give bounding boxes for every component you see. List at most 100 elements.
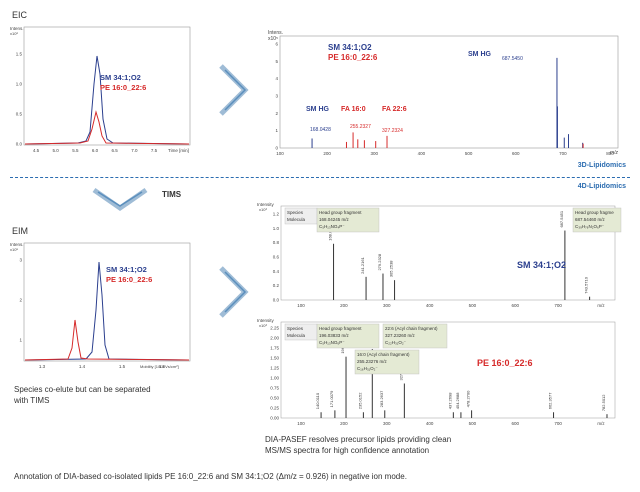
pe-y-tick: 0.75 (270, 386, 279, 391)
pe-y-tick: 1.50 (270, 356, 279, 361)
eim-x-tick: 1.3 (39, 364, 46, 369)
eim-x-tick: 1.6 (159, 364, 166, 369)
svg-text:Head group fragment: Head group fragment (319, 210, 362, 215)
svg-text:x10³: x10³ (259, 323, 267, 328)
sm-peak-label: 279.2328 (377, 253, 382, 270)
eic-legend-pe: PE 16:0_22:6 (100, 83, 146, 92)
chevron-down-icon (92, 187, 148, 212)
sm-peak-label: 743.5710 (584, 276, 589, 293)
ann-fa226: FA 22:6 (382, 106, 407, 113)
eim-trace-pe (24, 319, 190, 361)
pe-x-tick: 100 (297, 421, 305, 426)
svg-text:Intens.: Intens. (10, 242, 24, 247)
eic-x-tick: 7.5 (151, 148, 158, 153)
eim-section-label: EIM (12, 226, 29, 236)
sm-y-tick: 0.8 (273, 240, 280, 245)
svg-text:x10³: x10³ (259, 207, 267, 212)
svg-text:Molecula: Molecula (287, 333, 306, 338)
ann-sm-hg-right: SM HG (468, 51, 492, 58)
eic-x-tick: 6.5 (112, 148, 119, 153)
eim-legend-pe: PE 16:0_22:6 (106, 275, 152, 284)
pe-y-tick: 2.00 (270, 336, 279, 341)
svg-text:x10⁵: x10⁵ (10, 247, 18, 252)
svg-text:Head group fragme: Head group fragme (575, 210, 614, 215)
eic-section-label: EIC (12, 10, 28, 20)
ann-mz-168: 168.0428 (310, 127, 331, 133)
msms-pe-label: PE 16:0_22:6 (477, 358, 533, 368)
ms-legend-sm: SM 34:1;O2 (328, 43, 372, 52)
eic-y-tick: 0.5 (16, 112, 23, 117)
svg-text:C₂₂H₃₁O₂⁻: C₂₂H₃₁O₂⁻ (385, 340, 407, 345)
sm-y-tick: 0.0 (273, 298, 280, 303)
ann-sm-hg-left: SM HG (306, 106, 330, 113)
ms-legend-pe: PE 16:0_22:6 (328, 53, 378, 62)
svg-text:x10⁵: x10⁵ (268, 36, 278, 42)
pe-x-tick: 500 (469, 421, 477, 426)
eim-y-tick: 3 (19, 258, 22, 263)
ms-y-tick: 0 (275, 146, 278, 151)
arrow-right-icon (219, 64, 249, 116)
footer-caption: Annotation of DIA-based co-isolated lipi… (14, 472, 407, 481)
dia-pasef-note: DIA-PASEF resolves precursor lipids prov… (265, 435, 452, 455)
sm-x-tick: m/z (597, 303, 605, 308)
svg-text:x10⁶: x10⁶ (10, 31, 18, 36)
pe-peak-label: 662.3577 (548, 392, 553, 409)
eic-y-title: Intens. (10, 26, 24, 31)
pe-x-tick: 400 (426, 421, 434, 426)
ms-y-tick: 2 (275, 111, 278, 116)
ann-fa160: FA 16:0 (341, 106, 366, 113)
msms-sm-chart: Intensity x10³ 1.2 1.0 0.8 0.6 0.4 0.2 0.0 100… (257, 202, 622, 308)
msms-sm-label: SM 34:1;O2 (517, 260, 566, 270)
sm-y-tick: 0.6 (273, 255, 280, 260)
label-3d-lipidomics: 3D-Lipidomics (577, 162, 626, 169)
sm-x-tick: 700 (554, 303, 562, 308)
eim-legend-sm: SM 34:1;O2 (106, 265, 147, 274)
ms-spectrum-chart: Intens. x10⁵ 6 5 4 3 2 1 0 100 200 300 400 500 600 7… (268, 30, 619, 156)
pe-x-tick: 200 (340, 421, 348, 426)
pe-peak-label: 140.0110 (315, 392, 320, 409)
svg-text:255.23276 m/z: 255.23276 m/z (357, 359, 388, 364)
svg-text:Intens.: Intens. (268, 30, 283, 36)
eim-trace-sm (24, 261, 190, 361)
svg-text:168.04245 m/z: 168.04245 m/z (319, 217, 350, 222)
arrow-right-icon (219, 266, 249, 318)
ms-y-tick: 4 (275, 76, 278, 81)
eim-y-tick: 1 (19, 338, 22, 343)
eic-chart: Intens. x10⁶ 1.5 1.0 0.5 0.0 4.5 5.0 5.5 6.0 6.… (10, 26, 191, 153)
ms-x-tick: 600 (512, 151, 520, 156)
pe-peak-label: 171.0079 (329, 390, 334, 407)
ms-x-tick: 500 (465, 151, 473, 156)
ms-x-tick: 300 (371, 151, 379, 156)
label-4d-lipidomics: 4D-Lipidomics (577, 183, 626, 190)
svg-text:C₃₉H₇₆N₂O₆P⁻: C₃₉H₇₆N₂O₆P⁻ (575, 224, 605, 229)
ms-y-tick: 1 (275, 128, 278, 133)
ms-y-tick: 5 (275, 59, 278, 64)
svg-text:C₅H₁₃NO₄P⁻: C₅H₁₃NO₄P⁻ (319, 224, 345, 229)
pe-x-tick: 600 (512, 421, 520, 426)
svg-text:196.03833 m/z: 196.03833 m/z (319, 333, 350, 338)
ann-mz-687: 687.5450 (502, 56, 523, 62)
eic-y-tick: 1.5 (16, 52, 23, 57)
pe-peak-label: 782.5012 (601, 394, 606, 411)
ann-mz-327: 327.2324 (382, 128, 403, 134)
sm-y-tick: 1.0 (273, 226, 280, 231)
pe-x-tick: 300 (383, 421, 391, 426)
eim-x-title: Mobility [1/K0 Vs/cm²] (140, 364, 179, 369)
sm-y-tick: 1.2 (273, 212, 280, 217)
ms-y-tick: 3 (275, 94, 278, 99)
svg-text:327.23260 m/z: 327.23260 m/z (385, 333, 416, 338)
pe-peak-label: 235.0152 (357, 392, 362, 409)
sm-peak-label: 241.2161 (360, 256, 365, 273)
eic-x-tick: 4.5 (33, 148, 40, 153)
svg-text:Species: Species (287, 326, 304, 331)
pe-x-tick: m/z (597, 421, 605, 426)
eic-x-tick: 6.0 (92, 148, 99, 153)
sm-peak-label: 305.2538 (389, 260, 394, 277)
svg-text:Intensity: Intensity (257, 202, 275, 207)
eic-x-tick: 7.0 (131, 148, 138, 153)
svg-text:C₅H₁₃NO₆P⁻: C₅H₁₃NO₆P⁻ (319, 340, 345, 345)
pe-y-tick: 1.00 (270, 376, 279, 381)
sm-x-tick: 500 (469, 303, 477, 308)
ms-x-tick: 800 (606, 151, 614, 156)
